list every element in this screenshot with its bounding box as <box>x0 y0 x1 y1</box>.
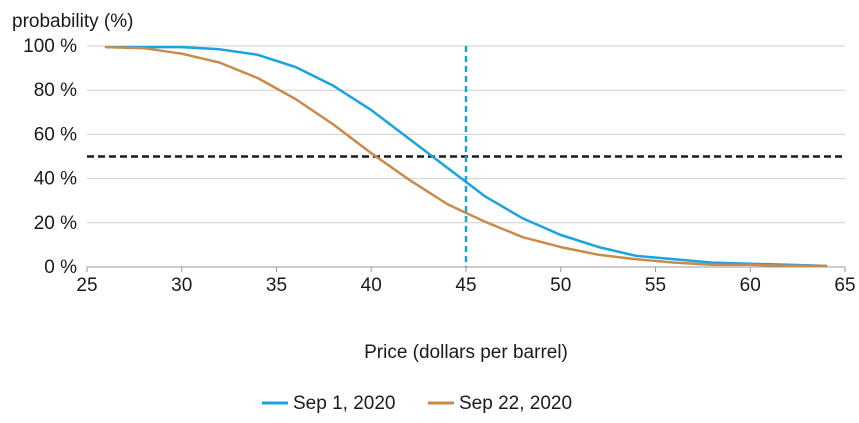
series-line-1 <box>104 45 828 268</box>
series-lines <box>104 45 828 268</box>
x-axis-ticks: 25 30 35 40 45 50 55 60 65 <box>76 267 856 296</box>
legend-label: Sep 22, 2020 <box>459 393 572 414</box>
x-tick-label: 45 <box>455 275 476 296</box>
x-tick-label: 25 <box>76 275 97 296</box>
y-tick-label: 60 % <box>34 124 77 145</box>
y-tick-label: 100 % <box>23 36 77 57</box>
x-tick-label: 65 <box>834 275 855 296</box>
x-tick-label: 50 <box>550 275 571 296</box>
x-axis-title: Price (dollars per barrel) <box>364 342 568 363</box>
x-tick-label: 35 <box>266 275 287 296</box>
x-tick-label: 60 <box>740 275 761 296</box>
y-tick-label: 0 % <box>44 257 77 278</box>
legend: Sep 1, 2020 Sep 22, 2020 <box>262 393 572 414</box>
y-tick-label: 20 % <box>34 213 77 234</box>
y-tick-label: 40 % <box>34 169 77 190</box>
reference-lines <box>87 46 845 267</box>
x-tick-label: 40 <box>361 275 382 296</box>
y-tick-label: 80 % <box>34 80 77 101</box>
x-tick-label: 55 <box>645 275 666 296</box>
y-axis-title: probability (%) <box>12 11 133 32</box>
series-line-2 <box>104 45 828 268</box>
legend-label: Sep 1, 2020 <box>293 393 395 414</box>
y-axis-ticks: 0 % 20 % 40 % 60 % 80 % 100 % <box>23 36 77 278</box>
x-tick-label: 30 <box>171 275 192 296</box>
